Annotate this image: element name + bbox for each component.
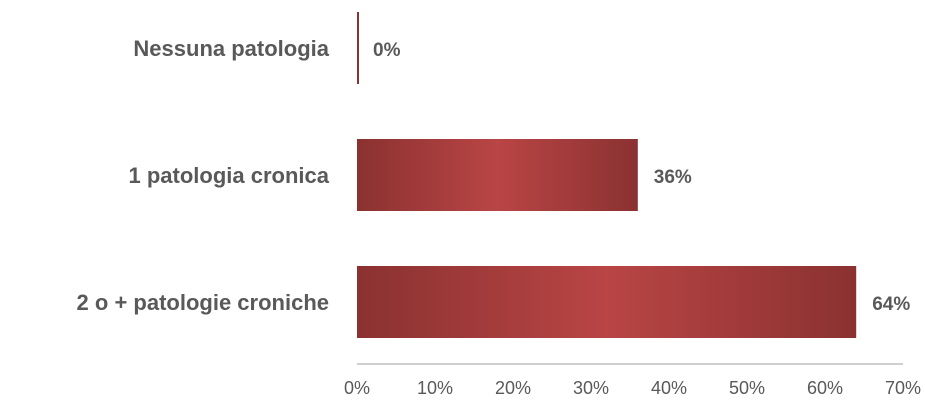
value-label-2-o-patologie-croniche: 64% xyxy=(872,294,910,315)
category-label-1-patologia-cronica: 1 patologia cronica xyxy=(129,163,330,188)
x-tick-label: 60% xyxy=(807,378,843,398)
x-tick-label: 10% xyxy=(417,378,453,398)
bar-1-patologia-cronica xyxy=(357,139,638,211)
bar-2-o-patologie-croniche xyxy=(357,266,857,338)
labels-layer: Nessuna patologia 0% 1 patologia cronica 36… xyxy=(77,36,911,315)
x-axis-ticks: 0% 10% 20% 30% 40% 50% 60% 70% xyxy=(344,378,921,398)
x-tick-label: 40% xyxy=(651,378,687,398)
category-label-2-o-patologie-croniche: 2 o + patologie croniche xyxy=(77,290,329,315)
x-tick-label: 20% xyxy=(495,378,531,398)
x-tick-label: 30% xyxy=(573,378,609,398)
value-label-nessuna-patologia: 0% xyxy=(373,40,401,61)
x-tick-label: 0% xyxy=(344,378,370,398)
x-tick-label: 50% xyxy=(729,378,765,398)
bars-layer xyxy=(357,12,857,338)
x-tick-label: 70% xyxy=(885,378,921,398)
category-label-nessuna-patologia: Nessuna patologia xyxy=(133,36,329,61)
value-label-1-patologia-cronica: 36% xyxy=(654,167,692,188)
